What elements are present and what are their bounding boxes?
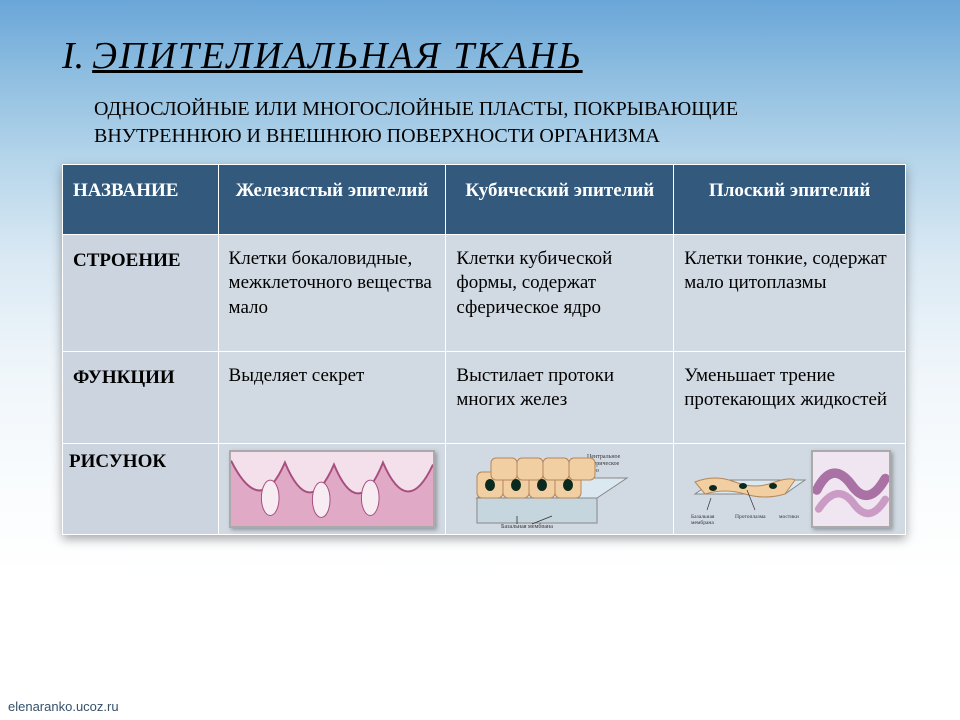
epithelium-table: НАЗВАНИЕ Железистый эпителий Кубический … bbox=[62, 164, 906, 535]
header-name: НАЗВАНИЕ bbox=[63, 165, 219, 235]
slide-title: I. ЭПИТЕЛИАЛЬНАЯ ТКАНЬ bbox=[62, 34, 898, 78]
header-glandular: Железистый эпителий bbox=[218, 165, 446, 235]
slide-subtitle: ОДНОСЛОЙНЫЕ ИЛИ МНОГОСЛОЙНЫЕ ПЛАСТЫ, ПОК… bbox=[94, 96, 874, 150]
row-label-functions: ФУНКЦИИ bbox=[63, 351, 219, 443]
row-label-picture: РИСУНОК bbox=[63, 444, 219, 535]
title-text: ЭПИТЕЛИАЛЬНАЯ ТКАНЬ bbox=[92, 34, 582, 78]
svg-text:мембрана: мембрана bbox=[691, 519, 714, 526]
thumb-glandular bbox=[229, 450, 435, 528]
cell-structure-squamous: Клетки тонкие, содержат мало цитоплазмы bbox=[674, 234, 906, 351]
table-header-row: НАЗВАНИЕ Железистый эпителий Кубический … bbox=[63, 165, 906, 235]
credit-text: elenaranko.ucoz.ru bbox=[8, 699, 119, 714]
cell-picture-cuboidal: Центральное сферическое ядро bbox=[446, 444, 674, 535]
row-label-structure: СТРОЕНИЕ bbox=[63, 234, 219, 351]
cell-functions-squamous: Уменьшает трение протекающих жидкостей bbox=[674, 351, 906, 443]
cell-functions-glandular: Выделяет секрет bbox=[218, 351, 446, 443]
row-picture: РИСУНОК bbox=[63, 444, 906, 535]
row-functions: ФУНКЦИИ Выделяет секрет Выстилает проток… bbox=[63, 351, 906, 443]
header-squamous: Плоский эпителий bbox=[674, 165, 906, 235]
cell-structure-glandular: Клетки бокаловидные, межклеточного вещес… bbox=[218, 234, 446, 351]
row-structure: СТРОЕНИЕ Клетки бокаловидные, межклеточн… bbox=[63, 234, 906, 351]
svg-text:мостики: мостики bbox=[779, 514, 799, 520]
thumb-cuboidal: Центральное сферическое ядро bbox=[457, 450, 663, 528]
cell-picture-glandular bbox=[218, 444, 446, 535]
thumb-squamous-diagram: Базальная мембрана Протоплазма мостики bbox=[689, 450, 807, 528]
header-cuboidal: Кубический эпителий bbox=[446, 165, 674, 235]
cell-structure-cuboidal: Клетки кубической формы, содержат сферич… bbox=[446, 234, 674, 351]
cell-functions-cuboidal: Выстилает протоки многих желез bbox=[446, 351, 674, 443]
title-number: I. bbox=[62, 34, 84, 78]
thumb-squamous-micro bbox=[811, 450, 891, 528]
svg-text:Базальная мембрана: Базальная мембрана bbox=[501, 523, 553, 528]
svg-text:Протоплазма: Протоплазма bbox=[735, 514, 766, 520]
cell-picture-squamous: Базальная мембрана Протоплазма мостики bbox=[674, 444, 906, 535]
